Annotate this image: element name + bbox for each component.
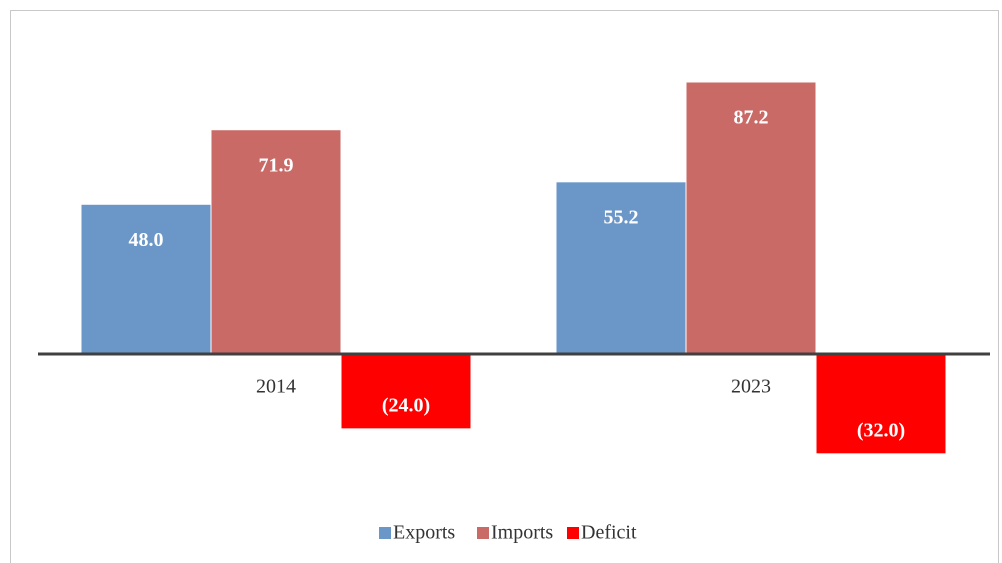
legend-swatch — [567, 527, 579, 539]
x-tick-label: 2023 — [731, 376, 771, 398]
value-label: 55.2 — [604, 206, 639, 228]
legend-label: Exports — [393, 522, 455, 544]
bar — [80, 203, 212, 355]
x-tick-label: 2014 — [256, 376, 296, 398]
value-label: 87.2 — [734, 107, 769, 129]
bar — [210, 129, 342, 355]
legend-swatch — [379, 527, 391, 539]
value-label: (32.0) — [857, 419, 905, 441]
legend-label: Deficit — [581, 522, 637, 544]
legend-swatch — [477, 527, 489, 539]
bar — [815, 353, 947, 455]
bar — [340, 353, 472, 430]
value-label: 48.0 — [129, 229, 164, 251]
value-label: 71.9 — [259, 154, 294, 176]
legend-label: Imports — [491, 522, 553, 544]
value-label: (24.0) — [382, 394, 430, 416]
bar — [685, 81, 817, 355]
